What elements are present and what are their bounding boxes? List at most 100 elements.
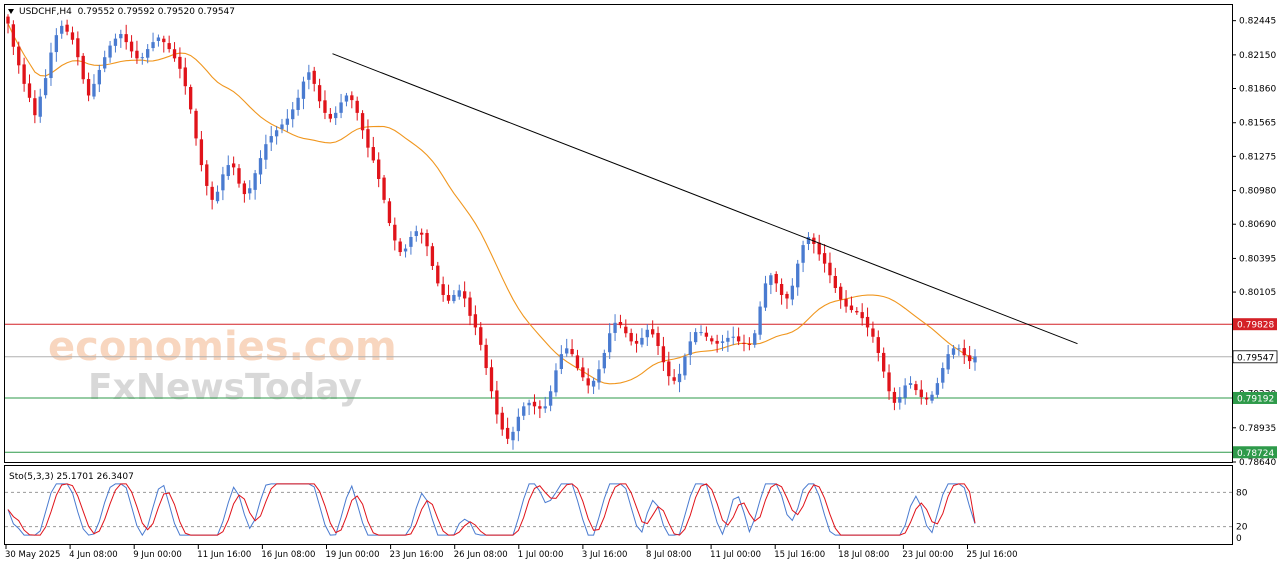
candle-body	[543, 406, 547, 409]
candle-body	[924, 397, 929, 400]
stoch-tick-label: 20	[1236, 523, 1248, 533]
candle-body	[124, 34, 128, 43]
candle-body	[119, 33, 123, 39]
candle-body	[446, 295, 451, 301]
price-tick-label: 0.81860	[1239, 85, 1276, 95]
watermark-fxnewstoday: FxNewsToday	[88, 367, 362, 408]
candle-body	[17, 46, 21, 66]
candle-body	[81, 55, 85, 80]
main-panel-frame	[4, 4, 1233, 463]
time-tick-label: 15 Jul 16:00	[774, 550, 825, 560]
candle-body	[602, 352, 606, 369]
candle-body	[70, 32, 75, 40]
candle-body	[973, 356, 977, 363]
candle-body	[328, 113, 332, 119]
candle-body	[656, 332, 660, 347]
downtrend-line[interactable]	[332, 53, 1078, 345]
last-price-tag: 0.79547	[1237, 353, 1274, 363]
candle-body	[167, 43, 171, 50]
candle-body	[677, 373, 682, 383]
stoch-tick-label: 80	[1236, 488, 1248, 498]
candle-body	[280, 124, 284, 129]
candle-body	[264, 144, 268, 160]
candle-body	[285, 118, 290, 125]
candle-body	[908, 383, 913, 385]
candle-body	[377, 159, 381, 179]
candle-body	[634, 340, 639, 344]
candle-body	[430, 246, 435, 266]
candle-body	[640, 337, 644, 345]
candle-body	[129, 41, 134, 52]
candle-body	[237, 168, 241, 184]
symbol-title: USDCHF,H4 0.79552 0.79592 0.79520 0.7954…	[8, 7, 235, 17]
support-2-price-tag-bg	[1233, 446, 1277, 459]
candle-body	[930, 394, 934, 401]
candle-body	[33, 98, 37, 116]
candle-body	[178, 56, 182, 69]
candle-body	[575, 355, 580, 369]
resistance-price-tag: 0.79828	[1237, 321, 1274, 331]
candle-body	[371, 147, 375, 161]
candle-body	[967, 355, 972, 362]
candle-body	[205, 164, 209, 186]
candle-body	[844, 299, 848, 307]
collapse-arrow-icon[interactable]	[8, 9, 14, 14]
candle-body	[801, 245, 805, 263]
candle-body	[307, 72, 311, 80]
stoch-main-line	[7, 483, 976, 537]
price-tick-label: 0.78935	[1239, 424, 1276, 434]
candle-body	[231, 163, 236, 168]
candle-body	[462, 291, 467, 299]
candle-body	[183, 67, 187, 87]
candle-body	[839, 286, 843, 300]
candle-body	[146, 49, 150, 58]
candle-body	[898, 397, 902, 403]
time-tick-label: 16 Jun 08:00	[261, 550, 315, 560]
last-price-tag-bg	[1232, 350, 1278, 364]
candle-body	[242, 183, 247, 195]
candle-body	[742, 342, 746, 344]
time-tick-label: 4 Jun 08:00	[69, 550, 118, 560]
candle-body	[613, 322, 617, 333]
candle-body	[54, 35, 59, 53]
time-tick-label: 25 Jul 16:00	[967, 550, 1018, 560]
candle-body	[951, 348, 956, 355]
support-1-price-tag-bg	[1233, 391, 1277, 404]
stoch-title: Sto(5,3,3) 25.1701 26.3407	[9, 472, 134, 482]
candle-body	[941, 368, 945, 383]
price-tick-label: 0.82445	[1239, 17, 1276, 27]
candle-body	[645, 329, 649, 338]
support-1-price-tag: 0.79192	[1237, 394, 1274, 404]
candle-body	[726, 337, 730, 342]
candle-body	[876, 337, 880, 353]
candle-body	[489, 367, 494, 392]
candle-body	[710, 338, 714, 342]
time-tick-label: 11 Jul 00:00	[710, 550, 761, 560]
candle-body	[86, 79, 91, 96]
candle-body	[409, 236, 413, 247]
time-tick-label: 9 Jun 00:00	[133, 550, 182, 560]
candle-body	[699, 332, 703, 334]
candle-body	[38, 96, 42, 117]
candle-body	[516, 416, 521, 432]
candle-body	[581, 367, 585, 378]
candle-body	[253, 173, 257, 190]
candle-body	[683, 356, 687, 376]
time-tick-label: 26 Jun 08:00	[454, 550, 508, 560]
candle-body	[527, 402, 531, 406]
candle-body	[76, 38, 80, 58]
candle-body	[355, 100, 359, 113]
candle-body	[317, 85, 322, 102]
candle-body	[60, 25, 64, 34]
moving-average-line	[7, 23, 976, 385]
candle-body	[350, 95, 354, 101]
candle-body	[199, 139, 204, 166]
candle-body	[532, 401, 537, 407]
candle-body	[522, 406, 526, 416]
candle-body	[11, 24, 16, 47]
candle-body	[608, 333, 612, 353]
candle-body	[382, 177, 386, 200]
stoch-tick-label: 0	[1236, 534, 1242, 544]
